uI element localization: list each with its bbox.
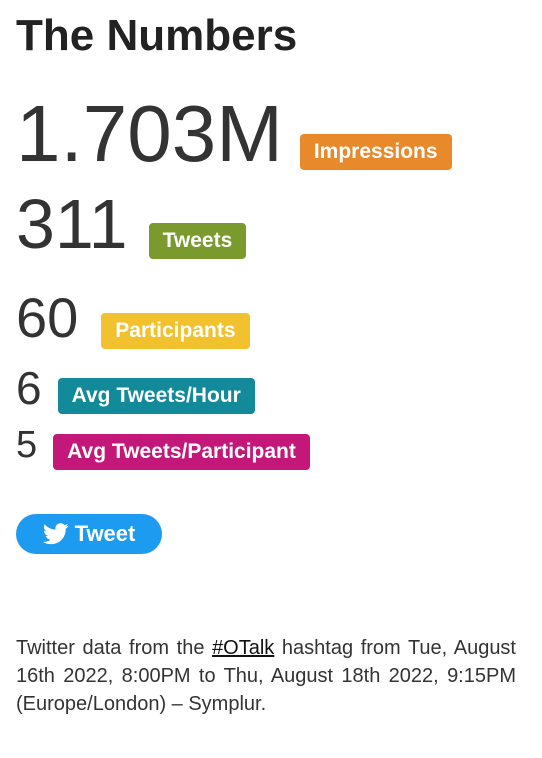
stat-tweets: 311 Tweets [16, 182, 247, 266]
stat-badge-avg-tweets-hour: Avg Tweets/Hour [57, 378, 255, 414]
stat-value: 6 [16, 362, 42, 414]
tweet-button-label: Tweet [74, 521, 136, 546]
stat-participants: 60 Participants [16, 282, 250, 354]
stat-value: 5 [16, 424, 38, 466]
footer-prefix: Twitter data from the [16, 637, 213, 659]
stat-badge-avg-tweets-participant: Avg Tweets/Participant [53, 434, 310, 470]
twitter-bird-icon [42, 523, 69, 545]
stat-value: 60 [16, 286, 79, 349]
stat-value: 1.703M [16, 89, 283, 178]
footer-suffix: hashtag from Tue, August 16th 2022, 8:00… [16, 637, 516, 715]
stat-impressions: 1.703M Impressions [16, 86, 452, 182]
hashtag-link[interactable]: #OTalk [212, 637, 275, 659]
stat-avg-tweets-hour: 6 Avg Tweets/Hour [16, 358, 255, 418]
stat-badge-tweets: Tweets [148, 223, 247, 259]
stat-avg-tweets-participant: 5 Avg Tweets/Participant [16, 420, 310, 470]
stat-badge-impressions: Impressions [299, 134, 452, 170]
data-source-note: Twitter data from the #OTalk hashtag fro… [16, 634, 516, 718]
page-title: The Numbers [16, 11, 298, 60]
tweet-button[interactable]: Tweet [16, 514, 162, 554]
stat-value: 311 [16, 185, 128, 263]
stat-badge-participants: Participants [101, 313, 250, 349]
